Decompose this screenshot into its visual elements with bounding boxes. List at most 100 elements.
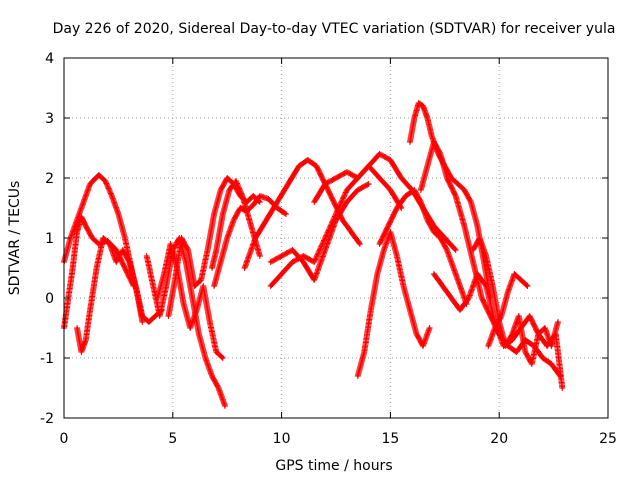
data-point [302, 260, 305, 264]
data-point [191, 296, 194, 300]
data-point [363, 350, 366, 354]
data-point [432, 230, 436, 234]
data-point [286, 182, 290, 186]
data-point [408, 308, 412, 312]
data-point [367, 182, 370, 186]
data-point [280, 272, 283, 276]
data-point [302, 254, 305, 258]
data-point [212, 212, 216, 216]
data-point [91, 236, 94, 240]
data-point [528, 314, 531, 318]
data-point [128, 260, 131, 264]
data-point [454, 194, 457, 198]
data-point [184, 260, 188, 264]
data-point [115, 260, 118, 264]
data-point [215, 248, 218, 252]
data-point [75, 326, 79, 330]
data-point [484, 284, 488, 288]
data-point [417, 101, 420, 105]
data-point [215, 350, 218, 354]
data-point [456, 182, 460, 186]
data-point [258, 200, 262, 204]
data-point [419, 200, 423, 204]
data-point [88, 182, 92, 186]
data-point [221, 356, 225, 360]
data-point [345, 188, 349, 192]
data-point [69, 236, 72, 240]
data-point [313, 278, 316, 282]
data-point [269, 284, 272, 288]
data-point [550, 344, 553, 348]
x-tick-label: 20 [490, 431, 508, 447]
x-tick-label: 10 [273, 431, 291, 447]
data-point [478, 236, 481, 240]
data-point [504, 344, 507, 348]
data-point [208, 320, 211, 324]
data-point [487, 344, 490, 348]
data-point [291, 248, 294, 252]
data-point [193, 284, 196, 288]
data-point [458, 284, 462, 288]
data-point [511, 338, 514, 342]
data-point [476, 272, 479, 276]
data-point [265, 218, 268, 222]
data-point [476, 224, 479, 228]
data-point [484, 254, 488, 258]
y-tick-label: 0 [45, 291, 54, 307]
data-point [493, 326, 497, 330]
data-point [104, 179, 107, 183]
data-point [71, 266, 74, 270]
data-point [556, 320, 560, 324]
data-point [395, 254, 399, 258]
data-point [441, 284, 444, 288]
data-point [452, 266, 455, 270]
data-point [450, 176, 453, 180]
x-tick-label: 15 [381, 431, 399, 447]
data-point [378, 242, 381, 246]
data-point [541, 356, 544, 360]
data-point [517, 314, 520, 318]
data-point [480, 296, 483, 300]
data-point [445, 248, 449, 252]
y-tick-label: 4 [45, 51, 54, 67]
data-point [108, 242, 111, 246]
data-point [306, 158, 309, 162]
data-point [350, 230, 353, 234]
data-point [252, 194, 255, 198]
data-point [491, 284, 494, 288]
data-point [195, 308, 198, 312]
data-point [323, 182, 327, 186]
data-point [82, 200, 85, 204]
series-sat-s [485, 271, 531, 349]
data-point [241, 194, 244, 198]
data-point [402, 284, 405, 288]
data-point [258, 254, 262, 258]
data-point [75, 230, 79, 234]
data-point [356, 374, 359, 378]
data-point [84, 224, 87, 228]
data-point [115, 248, 118, 252]
data-point [80, 350, 83, 354]
y-tick-label: -1 [40, 351, 54, 367]
data-point [221, 212, 225, 216]
data-point [404, 194, 407, 198]
data-point [382, 248, 386, 252]
data-point [158, 314, 161, 318]
y-tick-label: 1 [45, 231, 54, 247]
data-point [228, 188, 231, 192]
data-point [141, 314, 144, 318]
data-point [152, 284, 155, 288]
data-point [276, 200, 279, 204]
data-point [243, 266, 246, 270]
data-point [258, 194, 262, 198]
data-point [199, 278, 203, 282]
y-tick-label: 2 [45, 171, 54, 187]
data-point [432, 272, 436, 276]
data-point [471, 248, 475, 252]
data-point [387, 224, 390, 228]
data-point [389, 158, 392, 162]
data-point [313, 200, 316, 204]
data-point [217, 386, 220, 390]
data-point [97, 173, 101, 177]
